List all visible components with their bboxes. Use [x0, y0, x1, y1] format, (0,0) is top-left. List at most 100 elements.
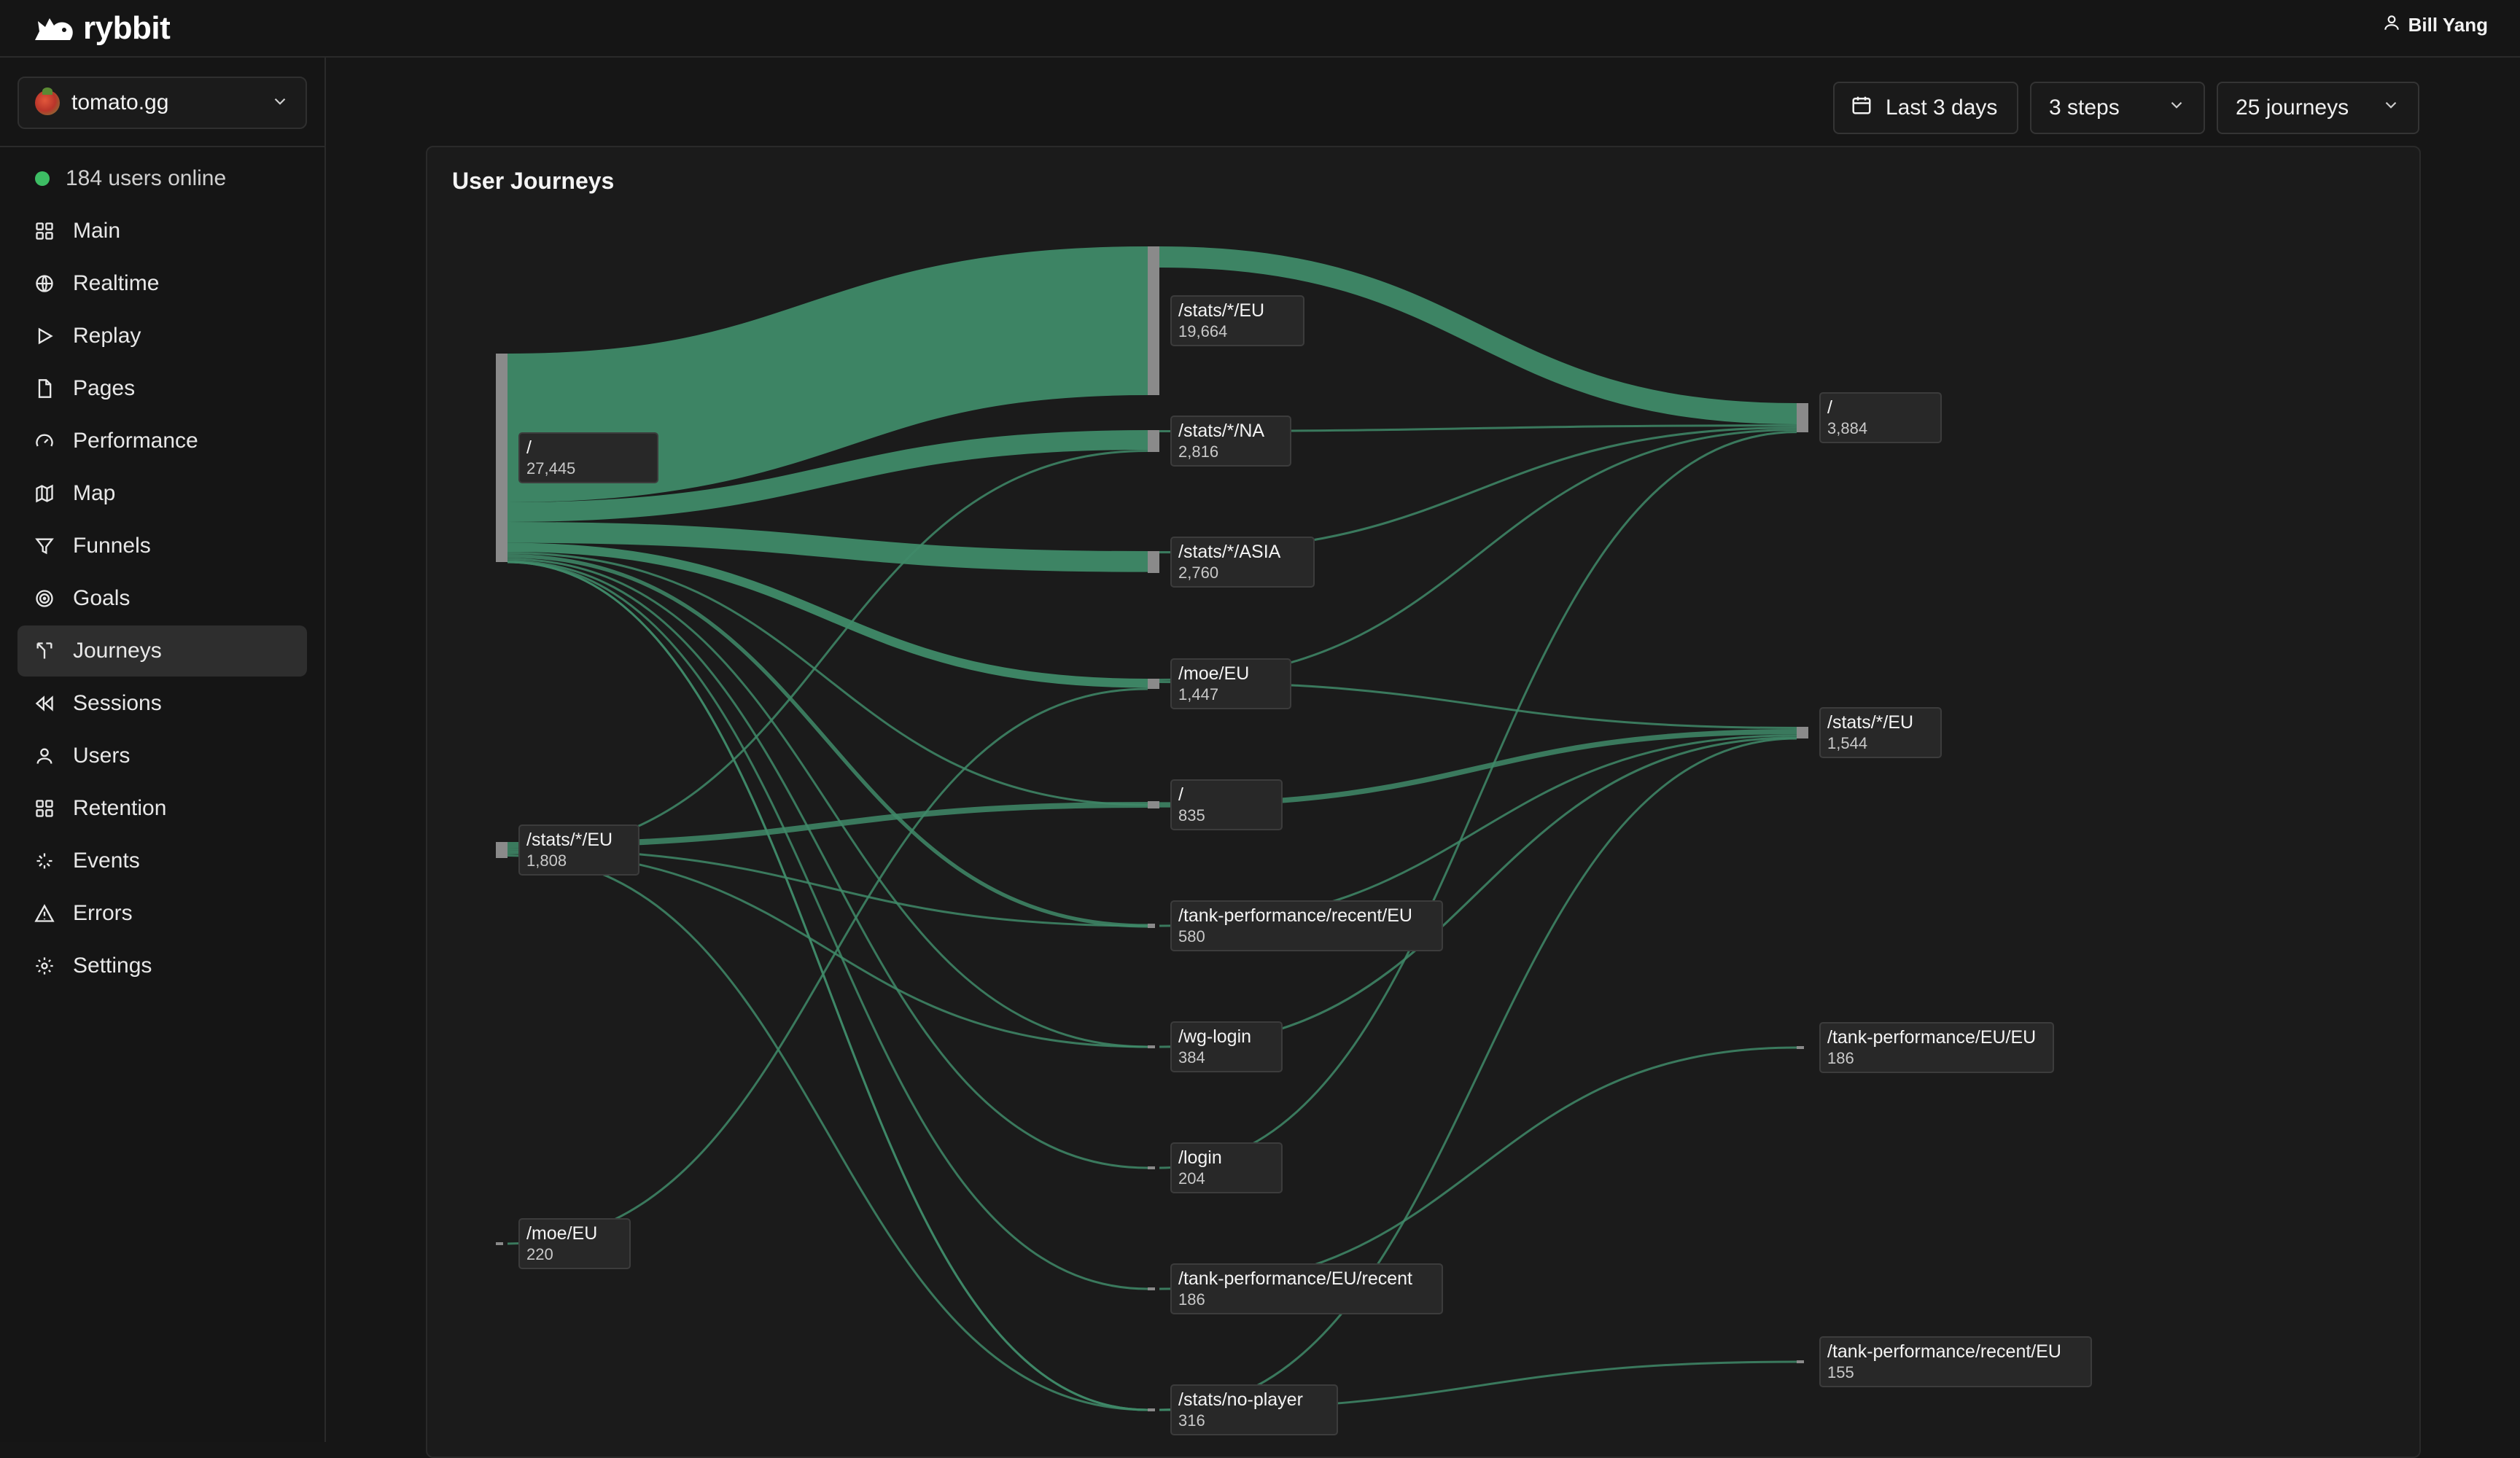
sankey-link-b1-c1[interactable] — [1159, 246, 1797, 425]
sankey-node-count: 186 — [1827, 1049, 1854, 1067]
sankey-link-b10-c2[interactable] — [1159, 737, 1797, 1411]
sankey-node-bar[interactable] — [1148, 246, 1159, 395]
sankey-node-bar[interactable] — [1797, 403, 1808, 432]
sankey-node-bar[interactable] — [496, 1242, 503, 1245]
sankey-link-a1-b9[interactable] — [507, 561, 1148, 1290]
sankey-node-bar[interactable] — [496, 354, 508, 562]
sidebar-item-pages[interactable]: Pages — [18, 363, 307, 414]
sankey-link-a2-b10[interactable] — [507, 854, 1148, 1411]
sankey-node-path: /wg-login — [1178, 1026, 1251, 1047]
grid-icon — [34, 220, 55, 242]
brand[interactable]: rybbit — [32, 7, 171, 50]
sankey-node-bar[interactable] — [1148, 801, 1159, 808]
funnel-icon — [34, 535, 55, 557]
sankey-node-label[interactable]: /835 — [1170, 779, 1283, 830]
sankey-node-label[interactable]: /moe/EU1,447 — [1170, 658, 1291, 709]
user-menu[interactable]: Bill Yang — [2382, 13, 2488, 37]
sankey-node-bar[interactable] — [1148, 1287, 1155, 1290]
user-icon — [2382, 13, 2401, 37]
sidebar-item-goals[interactable]: Goals — [18, 573, 307, 624]
sankey-node-label-bg — [1170, 900, 1443, 951]
sidebar-item-label: Map — [73, 481, 116, 505]
sidebar-item-retention[interactable]: Retention — [18, 783, 307, 834]
sankey-node-bar[interactable] — [1148, 1166, 1155, 1169]
sankey-node-label[interactable]: /3,884 — [1819, 392, 1942, 443]
sankey-node-label[interactable]: /27,445 — [518, 432, 658, 483]
date-range-button[interactable]: Last 3 days — [1833, 82, 2018, 134]
sankey-node-bar[interactable] — [1797, 1046, 1804, 1049]
sankey-node-bar[interactable] — [1148, 1045, 1155, 1048]
sankey-link-a1-b4[interactable] — [507, 542, 1148, 688]
chevron-down-icon — [271, 92, 289, 114]
sankey-node-count: 384 — [1178, 1048, 1205, 1067]
target-icon — [34, 588, 55, 609]
sankey-link-b6-c2[interactable] — [1159, 734, 1797, 927]
sidebar-item-map[interactable]: Map — [18, 468, 307, 519]
sankey-link-a1-b1[interactable] — [507, 246, 1148, 502]
sidebar-item-funnels[interactable]: Funnels — [18, 521, 307, 572]
sankey-link-a3-b4[interactable] — [507, 687, 1148, 1245]
sankey-node-bar[interactable] — [1797, 727, 1808, 738]
sankey-node-count: 316 — [1178, 1411, 1205, 1430]
sankey-link-a1-b8[interactable] — [507, 560, 1148, 1169]
rybbit-logo-icon — [32, 11, 76, 46]
sankey-link-a1-b6[interactable] — [507, 554, 1148, 928]
sankey-node-path: /stats/*/NA — [1178, 421, 1264, 441]
sankey-node-label-bg — [1819, 392, 1942, 443]
sidebar-item-settings[interactable]: Settings — [18, 940, 307, 991]
sidebar-item-events[interactable]: Events — [18, 835, 307, 886]
sankey-link-a1-b2[interactable] — [507, 430, 1148, 522]
sankey-node-path: /login — [1178, 1147, 1222, 1168]
sankey-node-bar[interactable] — [1148, 1408, 1155, 1411]
sankey-node-label-bg — [518, 824, 639, 876]
sankey-node-label-bg — [1819, 707, 1942, 758]
sankey-link-a1-b5[interactable] — [507, 552, 1148, 806]
sankey-node-label-bg — [1170, 1142, 1283, 1193]
sankey-node-count: 1,808 — [526, 851, 567, 870]
sidebar-item-sessions[interactable]: Sessions — [18, 678, 307, 729]
sankey-link-a1-b10[interactable] — [507, 561, 1148, 1411]
sankey-node-bar[interactable] — [1148, 430, 1159, 452]
split-icon — [34, 640, 55, 662]
sidebar-item-journeys[interactable]: Journeys — [18, 625, 307, 677]
sidebar-item-realtime[interactable]: Realtime — [18, 258, 307, 309]
sankey-node-path: /tank-performance/recent/EU — [1178, 905, 1412, 926]
sidebar-item-errors[interactable]: Errors — [18, 888, 307, 939]
sankey-node-bar[interactable] — [1148, 924, 1155, 928]
sankey-node-bar[interactable] — [1148, 679, 1159, 689]
sankey-node-bar[interactable] — [1797, 1360, 1804, 1363]
sidebar-item-replay[interactable]: Replay — [18, 311, 307, 362]
sidebar-item-main[interactable]: Main — [18, 206, 307, 257]
sankey-node-label[interactable]: /stats/*/EU1,544 — [1819, 707, 1942, 758]
sankey-node-path: /stats/*/EU — [526, 830, 612, 850]
sidebar-item-users[interactable]: Users — [18, 730, 307, 781]
sidebar-item-label: Journeys — [73, 639, 162, 663]
sankey-link-b8-c1[interactable] — [1159, 431, 1797, 1169]
steps-select[interactable]: 3 steps — [2030, 82, 2205, 134]
sidebar-nav: Main Realtime Replay Pages Performance M… — [18, 206, 307, 993]
sankey-node-label[interactable]: /stats/*/EU1,808 — [518, 824, 639, 876]
sankey-node-bar[interactable] — [496, 842, 508, 858]
sankey-node-label[interactable]: /stats/*/NA 2,816 — [1170, 416, 1291, 467]
sankey-link-a1-b7[interactable] — [507, 558, 1148, 1048]
sankey-node-bar[interactable] — [1148, 551, 1159, 573]
sankey-link-a1-b3[interactable] — [507, 521, 1148, 572]
sidebar-item-performance[interactable]: Performance — [18, 416, 307, 467]
sankey-node-count: 835 — [1178, 806, 1205, 824]
site-selector[interactable]: tomato.gg — [18, 77, 307, 129]
sankey-link-a2-b7[interactable] — [507, 850, 1148, 1048]
journeys-select[interactable]: 25 journeys — [2217, 82, 2419, 134]
sidebar-item-label: Performance — [73, 429, 198, 453]
divider — [0, 146, 324, 147]
sankey-node-label[interactable]: /stats/*/ASIA 2,760 — [1170, 537, 1315, 588]
online-users-text: 184 users online — [66, 166, 227, 190]
